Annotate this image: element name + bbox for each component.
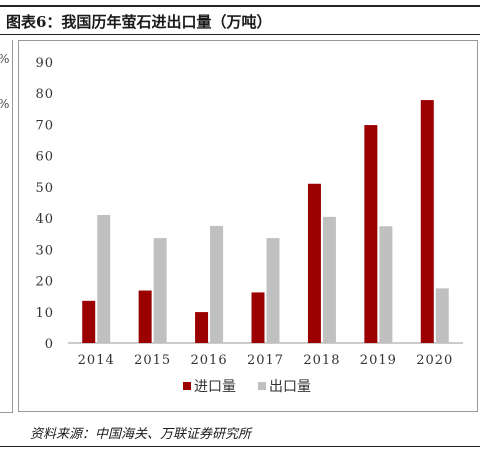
y-tick-label: 30 <box>35 243 54 258</box>
adjacent-chart-fragment: % % <box>0 40 13 413</box>
bar-export <box>435 288 449 343</box>
x-tick-label: 2015 <box>134 353 171 368</box>
x-tick-label: 2018 <box>303 353 340 368</box>
y-tick-label: 0 <box>45 337 54 352</box>
chart-panel <box>18 40 478 412</box>
x-tick-label: 2016 <box>191 353 228 368</box>
x-tick-label: 2017 <box>247 353 284 368</box>
y-tick-label: 70 <box>35 118 54 133</box>
legend-label: 出口量 <box>269 379 311 395</box>
legend-swatch <box>258 382 266 390</box>
bar-export <box>266 238 280 343</box>
top-rule <box>0 5 480 7</box>
bar-export <box>379 226 393 343</box>
legend-swatch <box>183 382 191 390</box>
y-tick-label: 50 <box>35 181 54 196</box>
figure-title: 图表6：我国历年萤石进出口量（万吨） <box>6 13 272 31</box>
title-rule <box>0 34 480 35</box>
y-tick-label: 60 <box>35 150 54 165</box>
bar-export <box>322 216 336 343</box>
bar-import <box>307 183 321 343</box>
x-tick-label: 2014 <box>78 353 115 368</box>
bar-chart: 0 10 20 30 40 50 60 70 80 90 2014 2015 2016 2017 2018 2… <box>35 56 463 395</box>
legend-label: 进口量 <box>194 379 236 395</box>
bar-export <box>153 238 167 343</box>
source-note: 资料来源：中国海关、万联证券研究所 <box>30 427 252 442</box>
y-tick-label: 20 <box>35 275 54 290</box>
bar-import <box>195 312 209 343</box>
fragment-mark: % <box>0 52 9 66</box>
fragment-mark: % <box>0 97 9 111</box>
x-tick-label: 2019 <box>360 353 397 368</box>
bar-import <box>138 290 152 343</box>
bar-import <box>420 100 434 343</box>
x-tick-label: 2020 <box>416 353 453 368</box>
bar-import <box>364 125 378 344</box>
y-tick-label: 10 <box>35 306 54 321</box>
bar-export <box>97 214 111 343</box>
bar-export <box>210 225 224 343</box>
bar-import <box>251 292 265 343</box>
y-tick-label: 80 <box>35 87 54 102</box>
y-tick-label: 40 <box>35 212 54 227</box>
y-tick-label: 90 <box>35 56 54 71</box>
bar-import <box>82 300 96 343</box>
bottom-rule <box>0 446 480 447</box>
